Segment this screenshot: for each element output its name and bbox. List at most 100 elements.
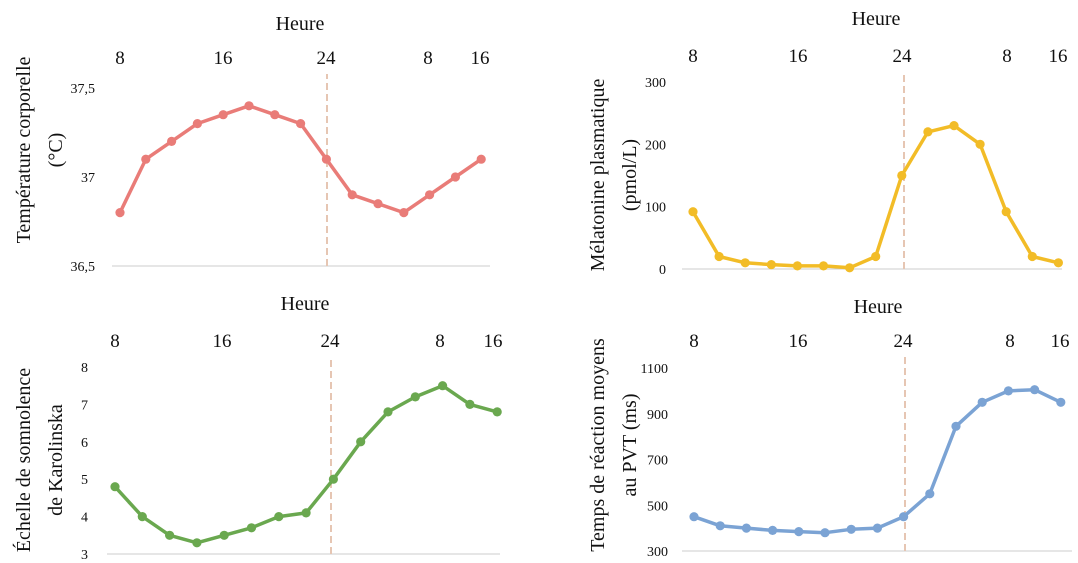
y-tick-label: 37,5 [71,82,96,97]
chart-panel-2: Heure 8 16 24 8 16 0 100 200 300 Mélatonine plasma… [587,8,1068,278]
data-point [347,190,357,200]
x-tick-label: 24 [893,46,913,67]
y-tick-label: 1100 [641,362,668,377]
x-axis-label: Heure [854,296,903,318]
data-point [925,489,935,499]
data-point [301,508,311,518]
data-point [218,110,228,120]
data-point [897,170,907,181]
data-point [794,527,804,537]
data-point [425,190,435,200]
x-tick-label: 24 [321,331,341,352]
data-point [1030,385,1040,395]
data-point [688,207,698,217]
data-point [270,110,280,120]
data-point [192,119,202,129]
y-axis-label: Température corporelle [13,56,35,243]
data-point [165,530,175,540]
x-tick-label: 24 [894,331,914,352]
x-tick-label: 16 [213,331,232,352]
data-point [1027,251,1037,262]
y-axis-label: Mélatonine plasmatique [587,79,609,272]
data-point [115,208,125,218]
data-point [356,437,366,447]
y-tick-label: 100 [645,201,666,216]
y-axis-label: Échelle de somnolence [12,368,35,552]
y-tick-label: 7 [81,398,88,413]
x-tick-label: 8 [1002,46,1012,67]
data-point [845,263,855,273]
x-axis-label: Heure [852,8,901,30]
data-point [137,511,147,522]
y-tick-label: 300 [645,76,666,91]
data-point [977,397,987,407]
y-tick-label: 5 [81,473,88,488]
x-tick-label: 16 [789,331,808,352]
y-tick-label: 0 [659,263,666,278]
x-tick-label: 16 [214,48,233,69]
x-axis-label: Heure [281,293,330,315]
y-axis-label: au PVT (ms) [619,394,641,497]
data-point [975,139,985,149]
y-tick-label: 3 [81,548,88,563]
data-point [766,260,776,270]
data-point [167,136,177,146]
x-tick-label: 16 [484,331,503,352]
data-point [328,474,338,484]
x-tick-label: 8 [435,331,445,352]
data-point [373,199,383,209]
data-point [923,127,933,137]
x-tick-label: 8 [1005,331,1015,352]
y-tick-label: 6 [81,436,88,451]
x-tick-label: 8 [115,48,125,69]
data-point [383,407,393,417]
data-point [1003,386,1014,396]
series-line [693,387,1062,535]
data-point [450,172,460,182]
data-point [399,208,409,218]
x-tick-label: 24 [317,48,337,69]
data-point [740,258,750,268]
data-point [141,154,151,164]
y-tick-label: 900 [647,408,668,423]
y-tick-label: 500 [647,499,668,514]
series-line [113,383,498,545]
y-axis-label: de Karolinska [45,404,67,516]
data-point [296,119,306,129]
x-tick-label: 16 [1051,331,1070,352]
data-point [872,523,883,533]
y-axis-label: (°C) [45,133,67,168]
data-point [899,512,909,522]
y-tick-label: 37 [81,171,95,186]
data-point [410,392,420,402]
data-point [820,528,830,538]
data-point [192,538,202,548]
chart-panel-1: Heure 8 16 24 8 16 36,5 37 37,5 Température corpo… [13,13,490,275]
chart-panel-3: Heure 8 16 24 8 16 3 4 5 6 7 8 Échelle de somnolence… [12,293,503,563]
data-point [951,421,961,431]
data-point [476,154,486,164]
y-tick-label: 700 [647,454,668,469]
y-tick-label: 300 [647,545,668,560]
x-axis-label: Heure [276,13,325,35]
data-point [818,261,829,271]
data-point [846,524,856,534]
data-point [246,523,257,533]
x-tick-label: 16 [789,46,808,67]
data-point [492,407,502,417]
series-line [691,123,1059,270]
data-point [110,482,120,492]
data-point [689,512,699,522]
x-tick-label: 8 [110,331,120,352]
data-point [244,101,254,111]
data-point [768,525,778,536]
data-point [465,399,475,409]
data-point [741,523,752,533]
x-tick-label: 16 [1049,46,1068,67]
data-point [438,381,448,391]
chart-panel-4: Heure 8 16 24 8 16 300 500 700 900 1100 Temps de ré… [587,296,1072,560]
data-point [714,251,724,262]
y-tick-label: 4 [81,511,88,526]
data-point [1056,397,1066,407]
